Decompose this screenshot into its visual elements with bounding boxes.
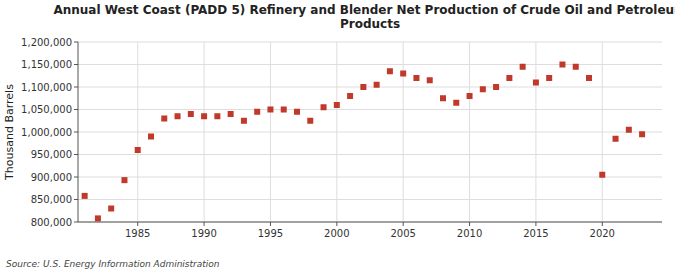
point — [267, 107, 273, 113]
point — [440, 95, 446, 101]
point — [108, 206, 114, 212]
point — [639, 131, 645, 137]
point — [307, 118, 313, 124]
y-tick — [74, 222, 78, 223]
grid-line-x — [137, 42, 138, 222]
point — [586, 75, 592, 81]
y-tick — [74, 177, 78, 178]
grid-line-x — [469, 42, 470, 222]
y-tick-label: 800,000 — [31, 217, 72, 228]
point — [214, 113, 220, 119]
point — [559, 62, 565, 68]
point — [241, 118, 247, 124]
grid-line-x — [535, 42, 536, 222]
point — [95, 215, 101, 221]
point — [281, 107, 287, 113]
title: Annual West Coast (PADD 5) Refinery and … — [53, 3, 675, 31]
point — [254, 109, 260, 115]
x-tick — [535, 222, 536, 226]
x-tick-label: 1985 — [125, 228, 150, 239]
point — [546, 75, 552, 81]
point — [533, 80, 539, 86]
x-axis-line — [78, 222, 662, 223]
x-tick-label: 2020 — [590, 228, 615, 239]
x-tick-label: 2000 — [324, 228, 349, 239]
y-tick — [74, 87, 78, 88]
x-tick — [270, 222, 271, 226]
point — [175, 113, 181, 119]
y-tick-label: 900,000 — [31, 172, 72, 183]
grid-line-x — [204, 42, 205, 222]
y-axis-label: Thousand Barrels — [3, 84, 16, 181]
points — [82, 62, 645, 222]
point — [82, 193, 88, 199]
x-tick — [469, 222, 470, 226]
point — [506, 75, 512, 81]
point — [453, 100, 459, 106]
point — [201, 113, 207, 119]
y-tick-label: 1,200,000 — [21, 37, 72, 48]
point — [121, 177, 127, 183]
chart: Annual West Coast (PADD 5) Refinery and … — [0, 0, 675, 275]
y-tick-label: 950,000 — [31, 149, 72, 160]
point — [480, 86, 486, 92]
point — [467, 93, 473, 99]
point — [294, 109, 300, 115]
y-tick-label: 1,050,000 — [21, 104, 72, 115]
point — [573, 64, 579, 70]
point — [493, 84, 499, 90]
grid-line-y — [78, 42, 662, 43]
grid-line-y — [78, 199, 662, 200]
grid-line-y — [78, 87, 662, 88]
x-tick-label: 2015 — [523, 228, 548, 239]
x-tick — [204, 222, 205, 226]
y-tick — [74, 64, 78, 65]
point — [413, 75, 419, 81]
point — [360, 84, 366, 90]
source-note: Source: U.S. Energy Information Administ… — [6, 259, 220, 269]
x-tick — [602, 222, 603, 226]
y-tick-label: 1,100,000 — [21, 82, 72, 93]
y-tick — [74, 199, 78, 200]
point — [334, 102, 340, 108]
grid-line-y — [78, 222, 662, 223]
point — [321, 104, 327, 110]
y-tick — [74, 42, 78, 43]
point — [161, 116, 167, 122]
point — [427, 77, 433, 83]
point — [188, 111, 194, 117]
x-tick — [137, 222, 138, 226]
point — [228, 111, 234, 117]
grid-line-y — [78, 177, 662, 178]
point — [387, 68, 393, 74]
point — [400, 71, 406, 77]
x-tick — [336, 222, 337, 226]
x-tick-label: 1990 — [191, 228, 216, 239]
y-tick — [74, 109, 78, 110]
grid-line-y — [78, 154, 662, 155]
x-tick-label: 2005 — [390, 228, 415, 239]
point — [135, 147, 141, 153]
x-tick — [403, 222, 404, 226]
point — [347, 93, 353, 99]
point — [613, 136, 619, 142]
grid-line-y — [78, 132, 662, 133]
point — [148, 134, 154, 140]
y-tick — [74, 132, 78, 133]
point — [520, 64, 526, 70]
grid-line-x — [336, 42, 337, 222]
grid-line-x — [403, 42, 404, 222]
y-tick-label: 1,000,000 — [21, 127, 72, 138]
y-tick — [74, 154, 78, 155]
point — [626, 127, 632, 133]
x-tick-label: 1995 — [258, 228, 283, 239]
point — [374, 82, 380, 88]
y-tick-label: 1,150,000 — [21, 59, 72, 70]
grid-line-y — [78, 109, 662, 110]
y-tick-label: 850,000 — [31, 194, 72, 205]
point — [599, 172, 605, 178]
x-tick-label: 2010 — [457, 228, 482, 239]
grid-line-x — [270, 42, 271, 222]
grid-line-x — [602, 42, 603, 222]
